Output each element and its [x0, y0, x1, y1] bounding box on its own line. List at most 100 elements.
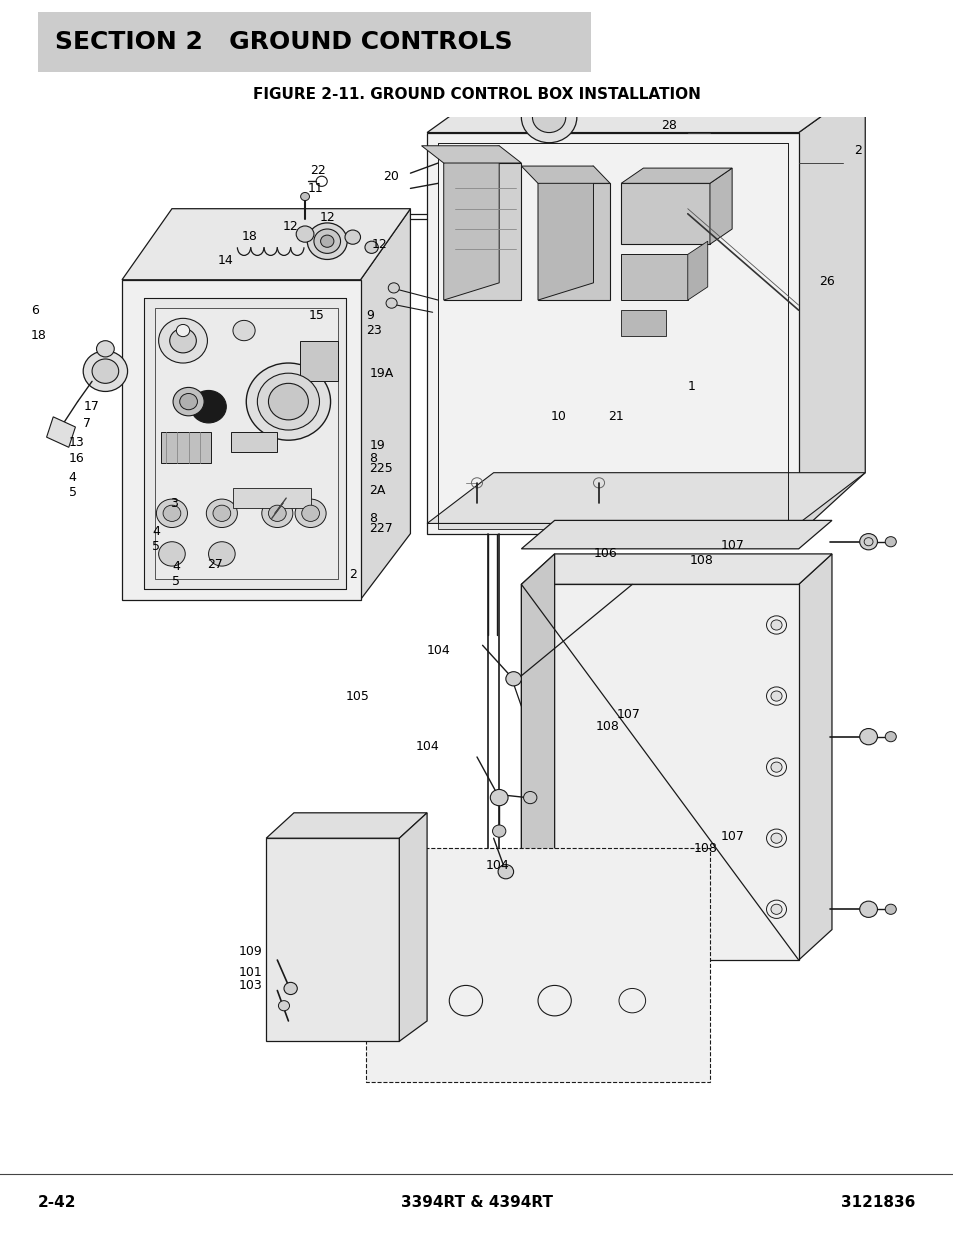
Text: 15: 15 — [308, 309, 324, 322]
Polygon shape — [620, 310, 665, 336]
Text: 107: 107 — [617, 708, 640, 721]
Text: 14: 14 — [217, 254, 233, 267]
Text: 3121836: 3121836 — [841, 1195, 915, 1210]
Circle shape — [859, 534, 877, 550]
Text: 104: 104 — [427, 643, 451, 657]
Circle shape — [307, 224, 347, 259]
Text: 3: 3 — [170, 496, 177, 510]
Polygon shape — [437, 524, 787, 529]
Text: 27: 27 — [207, 557, 223, 571]
Circle shape — [505, 672, 521, 685]
Circle shape — [179, 394, 197, 410]
Text: 4: 4 — [172, 559, 179, 573]
Polygon shape — [521, 555, 831, 584]
Polygon shape — [521, 520, 831, 548]
Polygon shape — [521, 165, 610, 183]
Circle shape — [294, 499, 326, 527]
Circle shape — [490, 789, 508, 805]
Text: 4: 4 — [152, 525, 160, 538]
Polygon shape — [47, 417, 75, 447]
Text: 6: 6 — [31, 304, 39, 316]
Text: 11: 11 — [307, 182, 323, 195]
Polygon shape — [421, 146, 521, 163]
Text: 12: 12 — [283, 221, 298, 233]
Polygon shape — [620, 254, 687, 300]
Circle shape — [156, 499, 188, 527]
Text: 18: 18 — [241, 230, 257, 242]
Text: 101: 101 — [238, 966, 262, 978]
Text: 8: 8 — [369, 511, 377, 525]
Text: 1: 1 — [687, 380, 695, 393]
Circle shape — [170, 329, 196, 353]
Text: SECTION 2   GROUND CONTROLS: SECTION 2 GROUND CONTROLS — [54, 30, 512, 54]
Text: 4: 4 — [69, 472, 76, 484]
Text: 12: 12 — [372, 238, 387, 251]
Circle shape — [523, 792, 537, 804]
Circle shape — [268, 383, 308, 420]
Polygon shape — [144, 298, 346, 589]
Circle shape — [278, 1000, 289, 1010]
Circle shape — [320, 235, 334, 247]
Circle shape — [295, 226, 314, 242]
Text: 5: 5 — [152, 540, 160, 553]
Text: 105: 105 — [346, 689, 370, 703]
Circle shape — [884, 537, 896, 547]
Polygon shape — [360, 209, 410, 600]
Text: 20: 20 — [382, 169, 398, 183]
Circle shape — [96, 341, 114, 357]
Circle shape — [176, 325, 190, 337]
Circle shape — [284, 982, 297, 994]
Text: 227: 227 — [369, 522, 393, 535]
Circle shape — [257, 373, 319, 430]
Circle shape — [497, 864, 513, 879]
Text: 103: 103 — [238, 979, 262, 992]
Text: FIGURE 2-11. GROUND CONTROL BOX INSTALLATION: FIGURE 2-11. GROUND CONTROL BOX INSTALLA… — [253, 86, 700, 103]
Circle shape — [770, 834, 781, 844]
Text: 3394RT & 4394RT: 3394RT & 4394RT — [400, 1195, 553, 1210]
Text: 7: 7 — [83, 417, 91, 431]
Polygon shape — [122, 280, 360, 600]
Polygon shape — [399, 813, 427, 1041]
Polygon shape — [443, 163, 521, 300]
Text: 2: 2 — [853, 144, 862, 157]
Circle shape — [83, 351, 128, 391]
Circle shape — [770, 904, 781, 914]
Circle shape — [521, 91, 577, 143]
Polygon shape — [427, 132, 798, 534]
Circle shape — [300, 193, 309, 200]
Circle shape — [859, 902, 877, 918]
Polygon shape — [233, 488, 311, 509]
Text: 22: 22 — [311, 163, 326, 177]
Circle shape — [770, 620, 781, 630]
Circle shape — [163, 505, 181, 521]
Polygon shape — [266, 839, 399, 1041]
Text: 18: 18 — [31, 329, 47, 342]
Circle shape — [859, 729, 877, 745]
Polygon shape — [537, 165, 593, 300]
Polygon shape — [521, 584, 798, 960]
Polygon shape — [266, 813, 427, 839]
Text: 16: 16 — [69, 452, 85, 464]
Circle shape — [884, 904, 896, 914]
Circle shape — [386, 298, 396, 309]
Text: 104: 104 — [485, 860, 509, 872]
Text: 2: 2 — [349, 568, 357, 580]
Polygon shape — [161, 432, 211, 463]
Circle shape — [233, 320, 254, 341]
Text: 107: 107 — [720, 540, 744, 552]
Text: 19: 19 — [369, 438, 385, 452]
Polygon shape — [427, 473, 864, 524]
Text: 8: 8 — [369, 452, 377, 464]
Polygon shape — [709, 168, 731, 245]
Text: 106: 106 — [593, 547, 617, 561]
Circle shape — [388, 283, 399, 293]
Circle shape — [345, 230, 360, 245]
Text: 107: 107 — [720, 830, 744, 842]
Circle shape — [246, 363, 331, 440]
Circle shape — [314, 228, 340, 253]
Circle shape — [213, 505, 231, 521]
Polygon shape — [155, 309, 338, 579]
Circle shape — [206, 499, 237, 527]
Circle shape — [209, 542, 235, 566]
Text: 23: 23 — [366, 324, 381, 337]
